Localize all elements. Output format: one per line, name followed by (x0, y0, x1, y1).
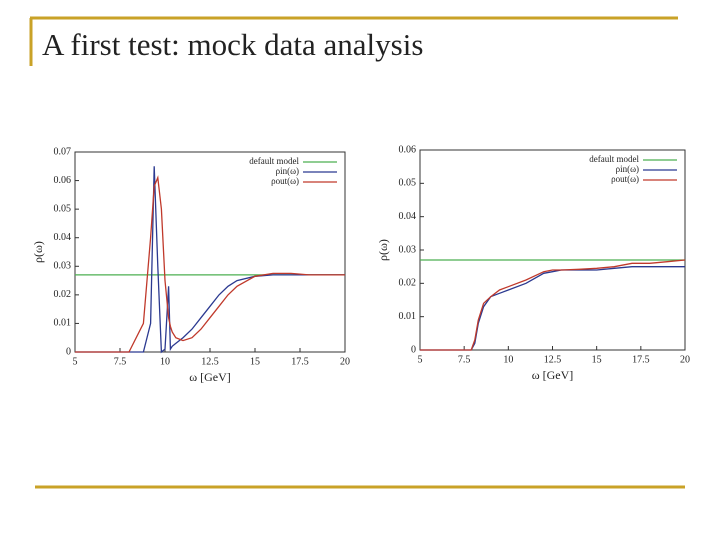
y-tick-label: 0.04 (54, 232, 72, 243)
x-tick-label: 17.5 (632, 354, 650, 365)
y-tick-label: 0.06 (399, 144, 417, 155)
legend-label: default model (589, 154, 639, 164)
x-tick-label: 10 (503, 354, 513, 365)
legend-label: default model (249, 156, 299, 166)
legend-label: ρin(ω) (616, 164, 639, 174)
y-tick-label: 0.04 (399, 211, 417, 222)
x-tick-label: 20 (340, 356, 350, 367)
x-tick-label: 17.5 (291, 356, 309, 367)
y-tick-label: 0.02 (54, 289, 72, 300)
series-line (75, 166, 345, 354)
legend-label: ρout(ω) (611, 174, 639, 184)
legend-label: ρin(ω) (276, 166, 299, 176)
x-tick-label: 15 (592, 354, 602, 365)
x-axis-label: ω [GeV] (532, 368, 574, 382)
x-tick-label: 10 (160, 356, 170, 367)
y-tick-label: 0.01 (54, 318, 72, 329)
x-tick-label: 7.5 (114, 356, 127, 367)
y-tick-label: 0.05 (54, 203, 72, 214)
series-line (420, 266, 685, 351)
y-tick-label: 0.05 (399, 178, 417, 189)
y-tick-label: 0 (411, 344, 416, 355)
legend-label: ρout(ω) (271, 176, 299, 186)
y-tick-label: 0.07 (54, 146, 72, 157)
y-tick-label: 0.01 (399, 311, 417, 322)
y-tick-label: 0 (66, 346, 71, 357)
x-tick-label: 7.5 (458, 354, 471, 365)
x-axis-label: ω [GeV] (189, 370, 231, 384)
x-tick-label: 5 (73, 356, 78, 367)
y-axis-label: ρ(ω) (31, 241, 45, 263)
slide-title: A first test: mock data analysis (42, 27, 423, 62)
series-line (75, 175, 345, 353)
series-line (420, 259, 686, 351)
x-tick-label: 20 (680, 354, 690, 365)
x-tick-label: 5 (418, 354, 423, 365)
y-tick-label: 0.02 (399, 278, 417, 289)
x-tick-label: 15 (250, 356, 260, 367)
x-tick-label: 12.5 (201, 356, 219, 367)
y-tick-label: 0.03 (399, 244, 417, 255)
y-tick-label: 0.03 (54, 261, 72, 272)
x-tick-label: 12.5 (544, 354, 562, 365)
y-axis-label: ρ(ω) (376, 239, 390, 261)
y-tick-label: 0.06 (54, 175, 72, 186)
